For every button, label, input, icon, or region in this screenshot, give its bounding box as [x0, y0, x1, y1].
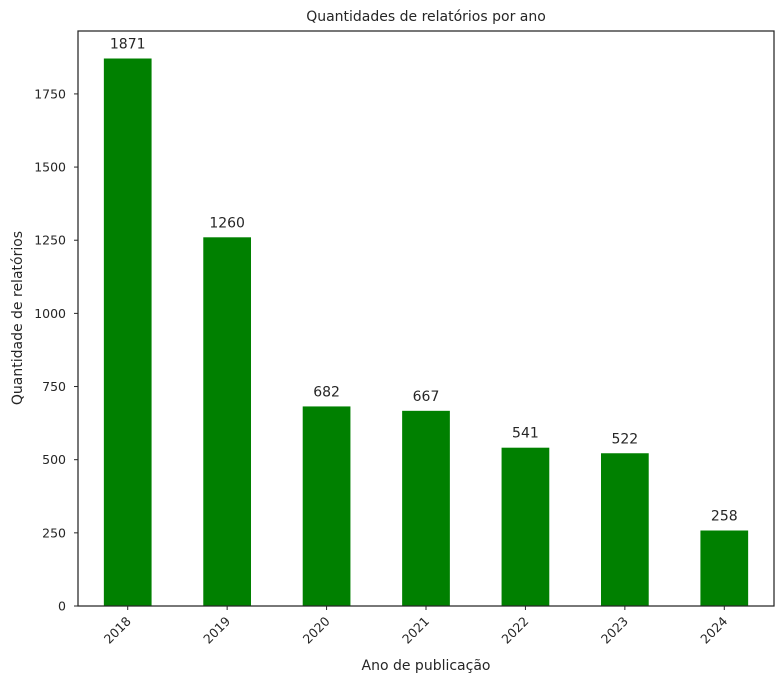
x-tick-label-2024: 2024: [697, 613, 730, 646]
bar-2021: [402, 410, 450, 606]
chart-title: Quantidades de relatórios por ano: [306, 9, 546, 25]
bar-2020: [302, 406, 351, 606]
x-tick-label-2018: 2018: [101, 613, 134, 646]
y-tick-label-500: 500: [42, 452, 66, 467]
bar-2018: [103, 58, 152, 607]
y-tick-label-1250: 1250: [34, 233, 66, 248]
bar-2019: [203, 237, 252, 606]
y-tick-label-1500: 1500: [34, 160, 66, 175]
bar-2024: [700, 530, 749, 606]
y-axis: 0 250 500 750 1000 1250 1500 1750: [34, 86, 78, 614]
data-label-2023: 522: [611, 431, 638, 447]
x-tick-label-2021: 2021: [399, 614, 432, 647]
x-tick-label-2023: 2023: [598, 614, 631, 647]
bar-2022: [501, 447, 550, 606]
y-tick-label-1000: 1000: [34, 306, 66, 321]
data-label-2022: 541: [512, 426, 539, 442]
y-tick-label-1750: 1750: [34, 86, 66, 101]
data-label-2018: 1871: [110, 37, 146, 53]
y-axis-label: Quantidade de relatórios: [10, 231, 26, 405]
plot-frame: [77, 30, 775, 607]
x-tick-label-2020: 2020: [300, 613, 333, 646]
bar-2023: [600, 453, 649, 606]
data-label-2021: 667: [413, 389, 440, 405]
y-tick-label-750: 750: [42, 379, 66, 394]
data-label-2019: 1260: [209, 215, 245, 231]
y-tick-label-250: 250: [42, 525, 66, 540]
x-tick-label-2019: 2019: [200, 613, 233, 646]
data-label-2024: 258: [711, 509, 738, 525]
x-axis-label: Ano de publicação: [362, 658, 491, 674]
x-tick-label-2022: 2022: [498, 614, 531, 647]
data-label-2020: 682: [313, 384, 340, 400]
y-tick-label-0: 0: [58, 599, 66, 614]
data-labels-group: 1871 1260 682 667 541 522 258: [110, 37, 738, 525]
x-axis: 2018 2019 2020 2021 2022 2023 2024: [101, 606, 730, 647]
bars-group: [103, 58, 749, 607]
